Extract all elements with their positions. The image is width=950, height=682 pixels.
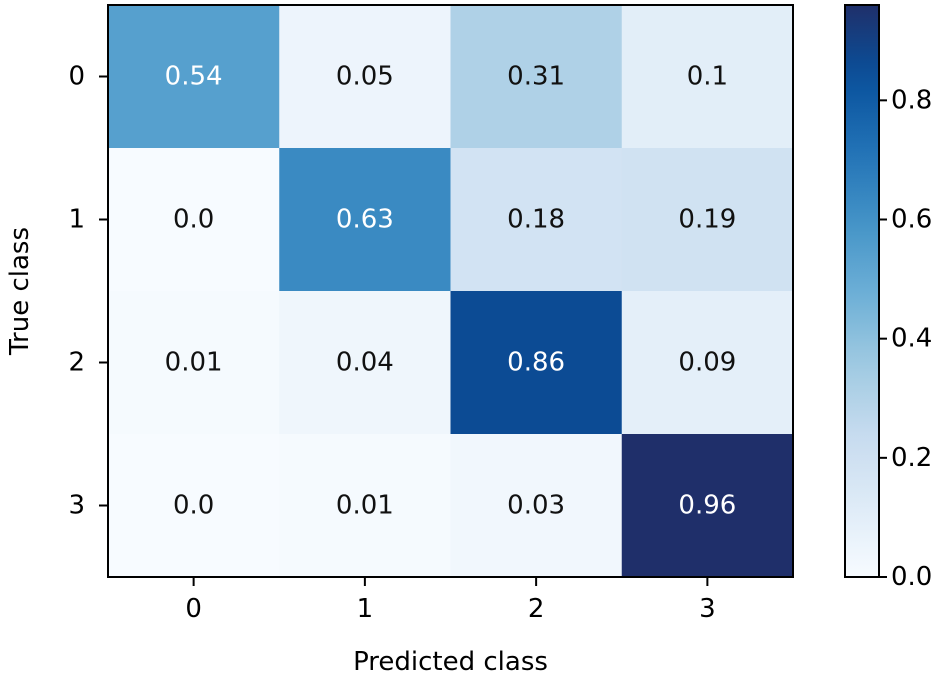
cell-r3-c3 xyxy=(621,434,794,578)
cell-label-r0-c1: 0.05 xyxy=(336,62,394,92)
y-tick-label-0: 0 xyxy=(68,62,85,92)
y-tick-label-3: 3 xyxy=(68,491,85,521)
colorbar-tick-label-0: 0.0 xyxy=(891,562,932,592)
cell-label-r0-c3: 0.1 xyxy=(687,62,728,92)
cell-r1-c1 xyxy=(279,148,451,292)
cell-r0-c3 xyxy=(621,5,794,149)
x-tick-label-1: 1 xyxy=(357,594,374,624)
cell-r3-c1 xyxy=(279,434,451,578)
cell-r2-c3 xyxy=(621,291,794,435)
plot-frame xyxy=(107,4,794,578)
cell-r2-c1 xyxy=(279,291,451,435)
colorbar-tick-label-1: 0.2 xyxy=(891,443,932,473)
cell-r3-c2 xyxy=(450,434,623,578)
cell-r2-c0 xyxy=(108,291,280,435)
cell-label-r1-c3: 0.19 xyxy=(678,205,736,235)
cell-label-r3-c3: 0.96 xyxy=(678,491,736,521)
cell-label-r3-c0: 0.0 xyxy=(173,491,214,521)
colorbar-tick-label-3: 0.6 xyxy=(891,205,932,235)
cell-label-r1-c2: 0.18 xyxy=(507,205,565,235)
cell-label-r0-c2: 0.31 xyxy=(507,62,565,92)
cell-r3-c0 xyxy=(108,434,280,578)
cell-r1-c0 xyxy=(108,148,280,292)
colorbar-tick-label-2: 0.4 xyxy=(891,324,932,354)
x-tick-label-2: 2 xyxy=(528,594,545,624)
colorbar-tick-label-4: 0.8 xyxy=(891,85,932,115)
x-axis-label: Predicted class xyxy=(353,647,548,677)
cell-label-r3-c1: 0.01 xyxy=(336,491,394,521)
cell-r2-c2 xyxy=(450,291,623,435)
cell-label-r1-c1: 0.63 xyxy=(336,205,394,235)
y-axis-label: True class xyxy=(5,227,35,356)
cell-r0-c1 xyxy=(279,5,451,149)
colorbar xyxy=(844,4,880,578)
cell-r1-c3 xyxy=(621,148,794,292)
cell-label-r2-c2: 0.86 xyxy=(507,348,565,378)
cell-label-r3-c2: 0.03 xyxy=(507,491,565,521)
y-tick-label-1: 1 xyxy=(68,205,85,235)
cell-label-r2-c0: 0.01 xyxy=(165,348,223,378)
y-tick-label-2: 2 xyxy=(68,348,85,378)
cell-label-r1-c0: 0.0 xyxy=(173,205,214,235)
cell-label-r2-c1: 0.04 xyxy=(336,348,394,378)
cell-r0-c2 xyxy=(450,5,623,149)
cell-label-r2-c3: 0.09 xyxy=(678,348,736,378)
cell-r1-c2 xyxy=(450,148,623,292)
cell-label-r0-c0: 0.54 xyxy=(165,62,223,92)
x-tick-label-0: 0 xyxy=(185,594,202,624)
cell-r0-c0 xyxy=(108,5,280,149)
x-tick-label-3: 3 xyxy=(699,594,716,624)
